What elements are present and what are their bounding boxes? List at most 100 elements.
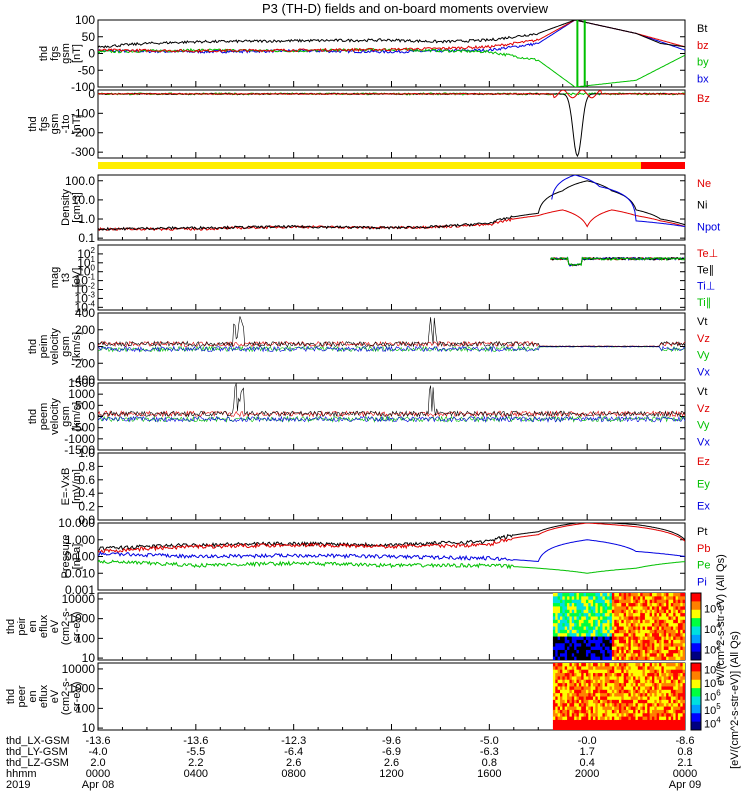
spectrogram-cell (642, 639, 646, 644)
spectrogram-cell (571, 619, 575, 624)
spectrogram-cell (640, 723, 644, 728)
spectrogram-cell (649, 623, 653, 627)
spectrogram-cell (618, 636, 622, 641)
spectrogram-cell (557, 723, 561, 728)
spectrogram-cell (623, 606, 627, 611)
spectrogram-cell (647, 593, 651, 597)
y-axis-label: [nT] (71, 44, 83, 63)
spectrogram-cell (661, 633, 665, 638)
spectrogram-cell (607, 683, 611, 687)
spectrogram-cell (630, 649, 634, 654)
legend-entry: Pt (697, 526, 707, 538)
spectrogram-cell (642, 699, 646, 704)
spectrogram-cell (661, 623, 665, 627)
spectrogram-cell (600, 699, 603, 704)
spectrogram-cell (633, 646, 636, 651)
spectrogram-cell (576, 649, 580, 654)
spectrogram-cell (595, 723, 599, 728)
spectrogram-cell (576, 666, 580, 671)
spectrogram-cell (637, 649, 641, 654)
spectrogram-cell (677, 609, 681, 614)
spectrogram-cell (557, 679, 561, 684)
spectrogram-cell (557, 609, 561, 614)
spectrogram-cell (581, 646, 585, 651)
spectrogram-cell (659, 656, 662, 660)
spectrogram-cell (560, 719, 563, 724)
spectrogram-cell (564, 609, 568, 614)
spectrogram-cell (666, 719, 669, 724)
spectrogram-cell (623, 656, 627, 660)
spectrogram-cell (576, 713, 580, 718)
spectrogram-cell (651, 663, 655, 667)
y-axis-label: thd (38, 46, 50, 61)
spectrogram-cell (647, 596, 651, 601)
spectrogram-cell (562, 699, 566, 704)
spectrogram-cell (654, 593, 658, 597)
spectrogram-cell (557, 673, 561, 677)
spectrogram-cell (680, 719, 684, 724)
spectrogram-cell (567, 686, 570, 691)
colorbar-tick-label: 104 (704, 715, 721, 730)
spectrogram-cell (616, 643, 620, 648)
spectrogram-cell (656, 616, 660, 621)
spectrogram-cell (635, 716, 639, 721)
spectrogram-cell (682, 679, 685, 684)
spectrogram-cell (635, 693, 639, 697)
spectrogram-cell (633, 606, 636, 611)
spectrogram-cell (590, 623, 594, 627)
spectrogram-cell (574, 593, 578, 597)
spectrogram-cell (595, 596, 599, 601)
spectrogram-cell (567, 609, 570, 614)
spectrogram-cell (621, 596, 625, 601)
spectrogram-cell (644, 623, 648, 627)
spectrogram-cell (666, 593, 669, 597)
spectrogram-cell (567, 699, 570, 704)
spectrogram-cell (630, 646, 634, 651)
x-axis-labels: thd_LX-GSMthd_LY-GSMthd_LZ-GSMhhmm2019-1… (6, 735, 701, 791)
spectrogram-cell (590, 653, 594, 658)
spectrogram-cell (597, 726, 601, 730)
spectrogram-cell (602, 616, 606, 621)
spectrogram-cell (623, 613, 627, 617)
spectrogram-cell (593, 699, 596, 704)
spectrogram-cell (607, 676, 611, 681)
spectrogram-cell (583, 639, 587, 644)
spectrogram-cell (618, 723, 622, 728)
spectrogram-cell (628, 656, 632, 660)
spectrogram-cell (661, 683, 665, 687)
spectrogram-cell (640, 623, 644, 627)
legend-entry: Vz (697, 403, 710, 415)
y-axis-label: thd (27, 116, 39, 131)
spectrogram-cell (682, 639, 685, 644)
spectrogram-cell (595, 646, 599, 651)
y-axis-label: peim (38, 335, 50, 359)
spectrogram-cell (633, 679, 636, 684)
spectrogram-cell (578, 719, 582, 724)
legend-entry: Ne (697, 178, 711, 190)
spectrogram-cell (677, 686, 681, 691)
spectrogram-cell (647, 653, 651, 658)
spectrogram-cell (649, 596, 653, 601)
spectrogram-cell (552, 596, 556, 601)
spectrogram-cell (607, 699, 611, 704)
spectrogram-cell (621, 713, 625, 718)
spectrogram-cell (569, 609, 573, 614)
spectrogram-cell (637, 693, 641, 697)
mode-bar (98, 162, 685, 169)
spectrogram-cell (659, 629, 662, 634)
spectrogram-cell (621, 669, 625, 674)
spectrogram-cell (623, 663, 627, 667)
spectrogram-cell (611, 686, 615, 691)
spectrogram-cell (602, 713, 606, 718)
spectrogram-cell (588, 599, 592, 604)
spectrogram-cell (644, 596, 648, 601)
spectrogram-cell (642, 643, 646, 648)
spectrogram-cell (602, 593, 606, 597)
y-tick-label: 0.8 (78, 459, 95, 473)
spectrogram-cell (614, 703, 618, 708)
spectrogram-cell (656, 596, 660, 601)
spectrogram-cell (600, 656, 603, 660)
spectrogram-cell (588, 636, 592, 641)
